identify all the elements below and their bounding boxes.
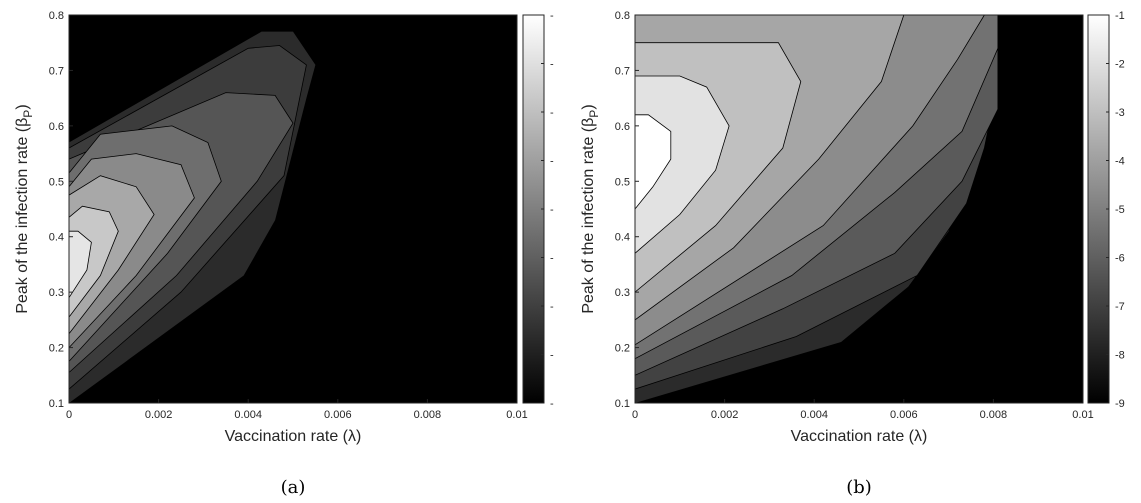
- colorbar-tick-label: -: [550, 398, 554, 410]
- y-tick-label: 0.7: [49, 65, 64, 77]
- colorbar: [522, 14, 545, 404]
- colorbar-tick-label: -1: [1115, 10, 1125, 22]
- colorbar-tick-label: -: [550, 204, 554, 216]
- colorbar-tick-label: -: [550, 350, 554, 362]
- colorbar-tick-label: -3: [1115, 107, 1125, 119]
- colorbar-tick-label: -7: [1115, 301, 1125, 313]
- y-tick-label: 0.6: [615, 121, 630, 133]
- x-axis-label: Vaccination rate (λ): [225, 428, 362, 445]
- y-axis-label: Peak of the infection rate (βP): [580, 104, 601, 313]
- y-tick-label: 0.1: [615, 398, 630, 410]
- x-tick-label: 0.004: [234, 409, 262, 421]
- y-axis-label: Peak of the infection rate (βP): [14, 104, 35, 313]
- y-tick-label: 0.5: [615, 176, 630, 188]
- colorbar-tick-label: -: [550, 10, 554, 22]
- x-tick-label: 0.002: [711, 409, 739, 421]
- x-tick-label: 0.006: [890, 409, 918, 421]
- y-tick-label: 0.5: [49, 176, 64, 188]
- x-tick-label: 0.01: [506, 409, 527, 421]
- y-tick-label: 0.3: [49, 287, 64, 299]
- axes-frame: [68, 14, 518, 404]
- colorbar-tick-label: -: [550, 59, 554, 71]
- panel-a: 0 0.002 0.004 0.006 0.008 0.01 0.1 0.2 0.3 0.4 0.5…: [14, 10, 554, 498]
- colorbar-tick-label: -8: [1115, 350, 1125, 362]
- y-tick-label: 0.3: [615, 287, 630, 299]
- colorbar-tick-label: -: [550, 253, 554, 265]
- colorbar-tick-label: -: [550, 107, 554, 119]
- x-tick-label: 0.006: [324, 409, 352, 421]
- x-tick-label: 0.008: [414, 409, 442, 421]
- x-tick-label: 0: [66, 409, 72, 421]
- y-tick-label: 0.4: [615, 232, 630, 244]
- colorbar: [1087, 14, 1110, 404]
- x-tick-label: 0.004: [800, 409, 828, 421]
- x-tick-label: 0.002: [145, 409, 173, 421]
- colorbar-tick-label: -5: [1115, 204, 1125, 216]
- contour-band-8: [634, 75, 730, 255]
- x-tick-label: 0.008: [980, 409, 1008, 421]
- y-tick-label: 0.4: [49, 232, 64, 244]
- y-tick-label: 0.8: [49, 10, 64, 22]
- y-tick-label: 0.2: [49, 343, 64, 355]
- x-tick-label: 0.01: [1072, 409, 1093, 421]
- x-tick-label: 0: [632, 409, 638, 421]
- y-tick-label: 0.2: [615, 343, 630, 355]
- colorbar-tick-label: -2: [1115, 59, 1125, 71]
- y-tick-label: 0.7: [615, 65, 630, 77]
- colorbar-tick-label: -6: [1115, 253, 1125, 265]
- panel-b: 0 0.002 0.004 0.006 0.008 0.01 0.1 0.2 0.3 0.4 0.5…: [580, 10, 1125, 498]
- x-axis-label: Vaccination rate (λ): [791, 428, 928, 445]
- y-tick-label: 0.6: [49, 121, 64, 133]
- y-tick-label: 0.8: [615, 10, 630, 22]
- panel-caption: (a): [281, 477, 306, 498]
- panel-caption: (b): [846, 477, 872, 498]
- axes-frame: [634, 14, 1084, 404]
- colorbar-tick-label: -4: [1115, 156, 1125, 168]
- y-tick-label: 0.1: [49, 398, 64, 410]
- colorbar-tick-label: -: [550, 301, 554, 313]
- colorbar-tick-label: -: [550, 156, 554, 168]
- colorbar-tick-label: -9: [1115, 398, 1125, 410]
